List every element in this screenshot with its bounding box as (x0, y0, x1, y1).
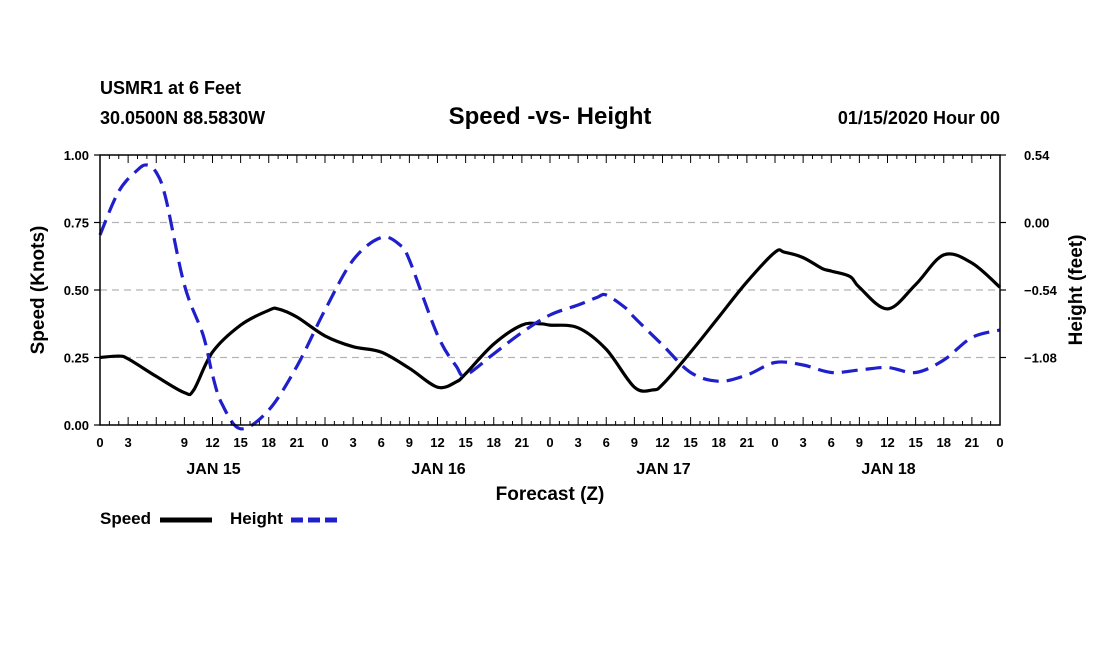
x-tick-label: 3 (575, 435, 582, 450)
x-tick-label: 9 (631, 435, 638, 450)
y-left-tick-label: 0.50 (64, 283, 89, 298)
x-tick-label: 3 (350, 435, 357, 450)
x-tick-label: 6 (603, 435, 610, 450)
x-tick-label: 21 (740, 435, 754, 450)
x-tick-label: 18 (712, 435, 726, 450)
x-tick-label: 15 (458, 435, 472, 450)
x-tick-label: 12 (655, 435, 669, 450)
y-left-tick-label: 0.00 (64, 418, 89, 433)
x-tick-label: 12 (205, 435, 219, 450)
legend: Speed Height (100, 509, 342, 528)
series-line-height (98, 163, 1001, 431)
x-tick-label: 15 (683, 435, 697, 450)
y-right-tick-label: 0.54 (1024, 148, 1050, 163)
y-right-tick-label: −0.54 (1024, 283, 1058, 298)
day-label: JAN 18 (861, 461, 915, 478)
legend-speed-label: Speed (100, 509, 151, 528)
x-tick-label: 18 (487, 435, 501, 450)
x-tick-label: 3 (125, 435, 132, 450)
coords-label: 30.0500N 88.5830W (100, 108, 265, 128)
x-tick-label: 9 (181, 435, 188, 450)
x-tick-label: 0 (546, 435, 553, 450)
series-line-speed (99, 248, 1002, 397)
x-tick-label: 18 (262, 435, 276, 450)
x-tick-label: 21 (515, 435, 529, 450)
x-tick-label: 0 (96, 435, 103, 450)
legend-height-label: Height (230, 509, 283, 528)
x-tick-label: 15 (908, 435, 922, 450)
chart-title: Speed -vs- Height (449, 103, 652, 130)
x-tick-label: 21 (965, 435, 979, 450)
axes: 0.00 0.25 0.50 0.75 1.00 0.54 0.00 −0.54 −1.08 0 3… (64, 148, 1058, 478)
x-tick-label: 9 (406, 435, 413, 450)
date-label: 01/15/2020 Hour 00 (838, 108, 1000, 128)
x-tick-label: 3 (800, 435, 807, 450)
x-axis-label: Forecast (Z) (496, 484, 605, 505)
x-tick-label: 9 (856, 435, 863, 450)
x-tick-label: 0 (996, 435, 1003, 450)
x-tick-label: 15 (233, 435, 247, 450)
day-label: JAN 17 (636, 461, 690, 478)
station-label: USMR1 at 6 Feet (100, 78, 241, 98)
y-axis-left-label: Speed (Knots) (28, 226, 49, 355)
grid (100, 221, 1000, 359)
y-right-tick-label: −1.08 (1024, 351, 1057, 366)
y-left-tick-label: 1.00 (64, 148, 89, 163)
y-left-tick-label: 0.75 (64, 216, 89, 231)
x-tick-label: 21 (290, 435, 304, 450)
day-label: JAN 16 (411, 461, 465, 478)
x-tick-label: 0 (321, 435, 328, 450)
x-tick-label: 6 (828, 435, 835, 450)
x-tick-label: 6 (378, 435, 385, 450)
x-tick-label: 12 (430, 435, 444, 450)
series-layer (98, 163, 1002, 431)
y-right-tick-label: 0.00 (1024, 216, 1049, 231)
y-axis-right-label: Height (feet) (1066, 235, 1087, 346)
y-left-tick-label: 0.25 (64, 351, 89, 366)
day-label: JAN 15 (186, 461, 240, 478)
x-tick-label: 18 (937, 435, 951, 450)
x-tick-label: 0 (771, 435, 778, 450)
x-tick-label: 12 (880, 435, 894, 450)
